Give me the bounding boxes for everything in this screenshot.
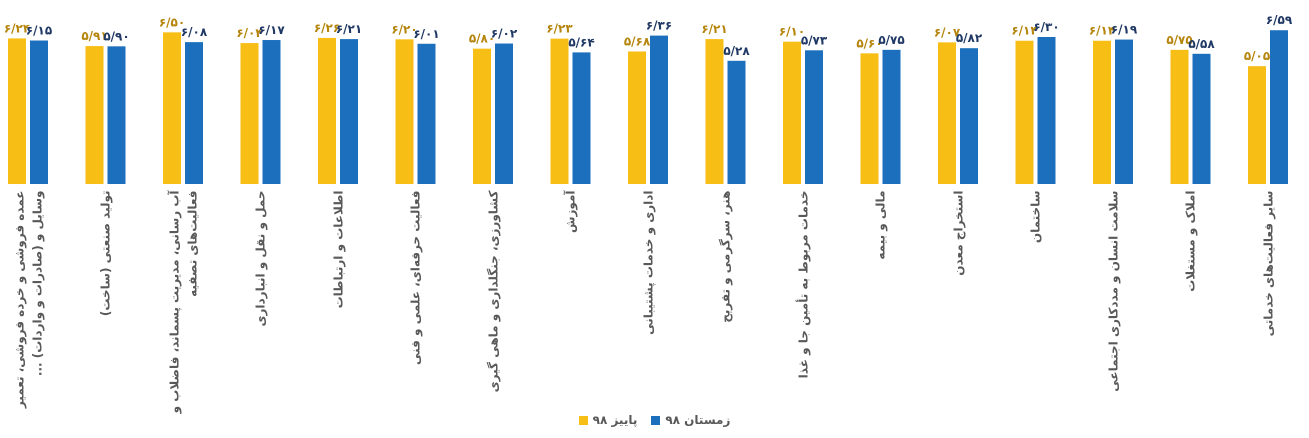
value-label: ۶/۰۸ <box>181 25 208 39</box>
value-label: ۶/۰۲ <box>491 27 518 41</box>
bar <box>628 51 646 184</box>
bar <box>1192 53 1211 184</box>
bar <box>473 48 491 184</box>
value-label: ۵/۵۸ <box>1188 37 1215 51</box>
value-label: ۶/۳۰ <box>1033 20 1059 34</box>
value-label: ۶/۲۱ <box>336 22 362 36</box>
legend-label: پاییز ۹۸ <box>592 413 638 427</box>
bar <box>1170 49 1189 185</box>
x-tick-label: خدمات مربوط به تأمین جا و غذا <box>796 190 810 378</box>
bar <box>8 38 26 185</box>
value-label: ۶/۵۰ <box>159 15 185 29</box>
value-label: ۵/۶۴ <box>568 35 594 49</box>
value-label: ۵/۸۰ <box>469 32 495 46</box>
x-tick-label: استخراج معدن <box>951 190 965 276</box>
bar <box>1270 30 1288 184</box>
bar <box>572 52 591 185</box>
bar <box>107 46 126 185</box>
bar <box>85 46 104 184</box>
value-label: ۵/۷۵ <box>1166 33 1192 47</box>
x-tick-label: هنر، سرگرمی و تفریح <box>718 190 733 323</box>
x-tick-label: سلامت انسان و مددکاری اجتماعی <box>1106 190 1120 392</box>
bar <box>495 43 513 185</box>
bar <box>960 48 978 185</box>
bar <box>318 37 336 184</box>
legend: پاییز ۹۸ زمستان ۹۸ <box>0 413 1309 427</box>
bar <box>1115 39 1133 184</box>
value-label: ۶/۱۴ <box>1011 24 1037 38</box>
value-label: ۵/۶۸ <box>624 34 651 48</box>
bar <box>938 42 956 184</box>
value-label: ۵/۸۲ <box>956 31 983 45</box>
x-tick-label: سایر فعالیت‌های خدماتی <box>1261 190 1275 336</box>
bar <box>262 40 281 185</box>
legend-swatch <box>578 415 588 425</box>
bar <box>340 39 358 184</box>
value-label: ۵/۲۸ <box>723 44 750 58</box>
value-label: ۶/۱۰ <box>779 25 805 39</box>
legend-item: زمستان ۹۸ <box>651 413 730 427</box>
bar <box>805 50 823 184</box>
x-tick-label: عمده فروشی و خرده فروشی، تعمیر وسایل و (… <box>12 190 44 408</box>
value-label: ۶/۱۷ <box>258 23 285 37</box>
value-label: ۶/۱۵ <box>26 24 52 38</box>
bar <box>395 39 414 185</box>
bar <box>705 39 724 184</box>
legend-label: زمستان ۹۸ <box>665 413 731 427</box>
bar <box>727 60 746 184</box>
x-tick-label: ساختمان <box>1028 190 1043 243</box>
value-label: ۶/۵۹ <box>1266 13 1293 27</box>
value-label: ۵/۹۰ <box>103 29 129 43</box>
x-tick-label: کشاورزی، جنگلداری و ماهی گیری <box>486 190 500 392</box>
value-label: ۶/۲۰ <box>391 22 417 36</box>
bar <box>1015 40 1034 184</box>
value-label: ۵/۷۳ <box>801 33 828 47</box>
bar <box>860 53 879 185</box>
value-label: ۶/۰۷ <box>934 25 961 39</box>
bar <box>1248 66 1266 184</box>
value-label: ۶/۰۱ <box>413 27 439 41</box>
value-label: ۵/۹۱ <box>81 29 107 43</box>
value-label: ۶/۲۱ <box>701 22 727 36</box>
value-label: ۶/۱۴ <box>1089 24 1115 38</box>
bar <box>550 38 569 185</box>
x-tick-label: آموزش <box>563 190 578 233</box>
x-tick-label: حمل و نقل و انبارداری <box>253 190 268 326</box>
legend-item: پاییز ۹۸ <box>578 413 638 427</box>
bar <box>163 32 181 185</box>
bar <box>1093 40 1111 184</box>
x-tick-label: اداری و خدمات پشتیبانی <box>641 190 655 335</box>
x-tick-label: مالی و بیمه <box>873 190 888 260</box>
value-label: ۶/۱۹ <box>1111 23 1138 37</box>
bar <box>30 40 48 184</box>
value-label: ۶/۲۶ <box>314 21 340 35</box>
value-label: ۶/۰۴ <box>236 26 262 40</box>
x-tick-label: املاک و مستغلات <box>1183 190 1198 292</box>
bar <box>882 49 901 185</box>
bar <box>240 43 259 184</box>
value-label: ۵/۷۵ <box>878 33 904 47</box>
x-tick-label: فعالیت حرفه‌ای، علمی و فنی <box>408 190 423 365</box>
bar <box>1037 37 1056 184</box>
bar <box>417 43 436 185</box>
x-tick-label: اطلاعات و ارتباطات <box>331 190 345 308</box>
value-label: ۵/۶۰ <box>856 36 882 50</box>
bar <box>650 35 668 184</box>
value-label: ۶/۳۶ <box>646 19 672 33</box>
value-label: ۶/۲۳ <box>546 22 573 36</box>
x-tick-label: تولید صنعتی (ساخت) <box>98 190 113 316</box>
x-tick-label: آب رسانی، مدیریت پسماند، فاضلاب و فعالیت… <box>167 190 199 413</box>
value-label: ۶/۲۴ <box>4 21 30 35</box>
bar <box>783 41 801 184</box>
legend-swatch <box>651 415 661 425</box>
bar <box>185 42 203 185</box>
value-label: ۵/۰۵ <box>1244 49 1270 63</box>
